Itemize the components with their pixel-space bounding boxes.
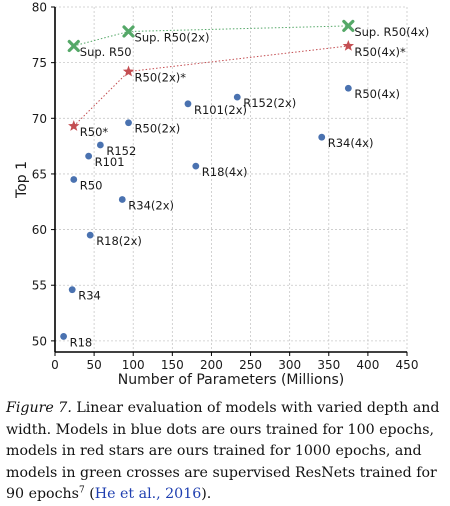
- y-tick-label: 60: [32, 223, 47, 237]
- point-label: Sup. R50(2x): [135, 30, 210, 44]
- point-label: R101: [95, 155, 125, 169]
- circle-point: [318, 133, 326, 141]
- circle-point: [96, 141, 104, 149]
- circle-point: [184, 100, 192, 108]
- data-points: [60, 19, 355, 340]
- point-label: R50(4x): [354, 87, 400, 101]
- citation-open: (: [84, 486, 95, 502]
- cross-point: [67, 39, 80, 53]
- point-label: R18(4x): [202, 165, 248, 179]
- point-label: R50(2x): [135, 122, 181, 136]
- grid-lines: [54, 6, 408, 352]
- circle-point: [86, 231, 94, 239]
- point-label: R34: [78, 289, 101, 303]
- y-tick-label: 65: [32, 167, 47, 181]
- citation-close: ).: [201, 486, 212, 502]
- y-tick-label: 75: [32, 56, 47, 70]
- point-label: R152(2x): [243, 96, 296, 110]
- x-tick-label: 450: [396, 358, 419, 372]
- circle-point: [68, 286, 76, 294]
- x-tick-label: 100: [122, 358, 145, 372]
- x-tick-label: 400: [356, 358, 379, 372]
- y-tick-label: 55: [32, 279, 47, 293]
- y-tick-label: 70: [32, 112, 47, 126]
- point-label: R34(2x): [128, 199, 174, 213]
- figure-caption: Figure 7. Linear evaluation of models wi…: [6, 398, 446, 506]
- axes: [51, 6, 408, 356]
- star-point: [122, 65, 135, 77]
- x-tick-label: 0: [51, 358, 59, 372]
- point-label: R50(2x)*: [135, 71, 187, 85]
- point-label: Sup. R50(4x): [354, 25, 429, 39]
- citation-link[interactable]: He et al., 2016: [94, 486, 202, 502]
- x-tick-label: 250: [239, 358, 262, 372]
- x-tick-label: 300: [278, 358, 301, 372]
- cross-point: [342, 19, 355, 33]
- tick-labels: 0 50 100 150 200 250 300 350 400 450 50 55 60 65 70 75 8…: [32, 1, 419, 373]
- figure-label: Figure 7.: [6, 400, 72, 416]
- circle-point: [70, 176, 78, 183]
- circle-point: [60, 333, 68, 340]
- circle-point: [192, 162, 200, 170]
- point-label: Sup. R50: [80, 45, 132, 59]
- star-point: [68, 120, 80, 131]
- x-tick-label: 350: [317, 358, 340, 372]
- circle-point: [85, 152, 93, 160]
- y-tick-label: 80: [32, 1, 47, 15]
- point-label: R101(2x): [194, 103, 247, 117]
- point-label: R50*: [80, 125, 109, 139]
- x-axis-label: Number of Parameters (Millions): [118, 372, 345, 388]
- y-axis-label: Top 1: [14, 161, 30, 199]
- circle-point: [344, 84, 352, 92]
- star-point: [342, 39, 355, 51]
- circle-point: [233, 93, 241, 101]
- caption-text: Linear evaluation of models with varied …: [6, 400, 440, 502]
- point-label: R18: [70, 335, 93, 349]
- point-label: R50: [80, 179, 103, 193]
- circle-point: [118, 196, 126, 203]
- point-label: R50(4x)*: [354, 45, 406, 59]
- circle-point: [125, 119, 132, 127]
- point-label: R152: [106, 144, 136, 158]
- point-label: R18(2x): [96, 234, 142, 248]
- y-tick-label: 50: [32, 334, 47, 348]
- scatter-chart: 0 50 100 150 200 250 300 350 400 450 50 55 60 65 70 75 8…: [14, 1, 430, 389]
- cross-point: [122, 25, 135, 38]
- x-tick-label: 50: [86, 358, 101, 372]
- x-tick-label: 150: [161, 358, 184, 372]
- x-tick-label: 200: [200, 358, 223, 372]
- point-label: R34(4x): [328, 136, 374, 150]
